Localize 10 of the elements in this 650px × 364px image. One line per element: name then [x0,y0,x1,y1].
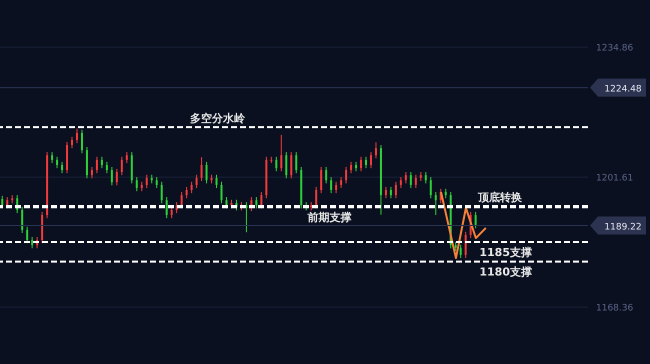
ref-line-label: 前期支撑 [306,211,352,224]
y-tick-label: 1234.86 [596,43,634,54]
ref-line-label: 多空分水岭 [190,112,246,126]
ref-line-label: 1185支撑 [479,246,532,260]
ref-line-label: 顶底转换 [476,191,522,204]
y-tick-label: 1201.61 [596,173,634,184]
y-tick-label: 1168.36 [596,303,634,314]
ref-line-label: 1189.22 [604,222,642,233]
ref-line-label: 1224.48 [604,84,642,95]
ref-line-label: 1180支撑 [479,266,532,279]
